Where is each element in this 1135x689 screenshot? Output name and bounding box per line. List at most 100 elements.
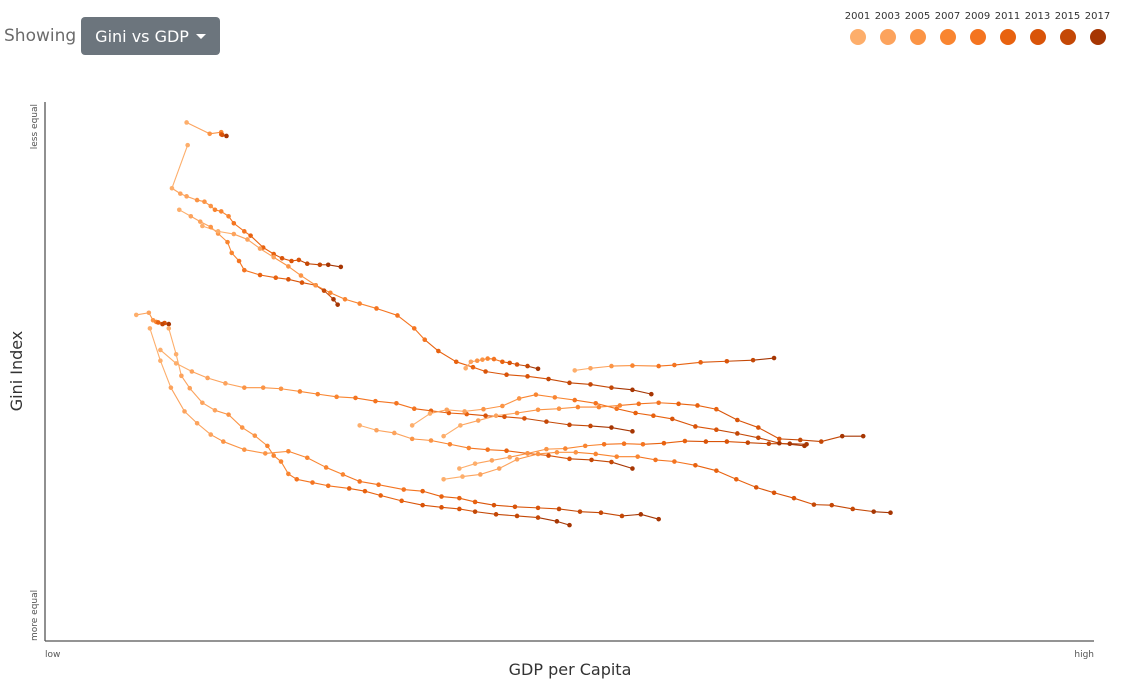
data-point[interactable] bbox=[554, 450, 560, 455]
data-point[interactable] bbox=[619, 513, 625, 519]
data-point[interactable] bbox=[567, 522, 572, 528]
data-point[interactable] bbox=[653, 457, 658, 463]
data-point[interactable] bbox=[544, 419, 549, 424]
data-point[interactable] bbox=[184, 194, 189, 199]
data-point[interactable] bbox=[420, 502, 425, 508]
data-point[interactable] bbox=[850, 506, 856, 512]
data-point[interactable] bbox=[777, 436, 782, 442]
data-point[interactable] bbox=[205, 375, 210, 381]
data-point[interactable] bbox=[554, 519, 560, 524]
data-point[interactable] bbox=[328, 290, 333, 296]
data-point[interactable] bbox=[502, 414, 507, 420]
data-point[interactable] bbox=[745, 440, 751, 445]
data-point[interactable] bbox=[514, 410, 520, 416]
data-point[interactable] bbox=[197, 219, 203, 224]
data-point[interactable] bbox=[714, 468, 719, 473]
data-point[interactable] bbox=[173, 351, 179, 357]
data-point[interactable] bbox=[614, 406, 620, 411]
data-point[interactable] bbox=[289, 258, 294, 264]
data-point[interactable] bbox=[271, 453, 276, 458]
data-point[interactable] bbox=[771, 490, 777, 496]
data-point[interactable] bbox=[630, 429, 635, 434]
data-point[interactable] bbox=[804, 441, 809, 447]
data-point[interactable] bbox=[489, 458, 495, 463]
data-point[interactable] bbox=[194, 197, 200, 203]
data-point[interactable] bbox=[331, 296, 336, 302]
data-point[interactable] bbox=[672, 362, 677, 368]
data-point[interactable] bbox=[575, 404, 581, 410]
data-point[interactable] bbox=[462, 409, 467, 414]
data-point[interactable] bbox=[507, 454, 513, 460]
data-point[interactable] bbox=[194, 420, 200, 426]
data-point[interactable] bbox=[714, 406, 719, 412]
data-point[interactable] bbox=[588, 382, 593, 387]
data-point[interactable] bbox=[321, 288, 327, 293]
data-point[interactable] bbox=[535, 451, 541, 457]
data-point[interactable] bbox=[374, 427, 379, 433]
data-point[interactable] bbox=[207, 131, 212, 137]
data-point[interactable] bbox=[630, 363, 635, 368]
data-point[interactable] bbox=[635, 454, 640, 459]
data-point[interactable] bbox=[507, 360, 513, 366]
data-point[interactable] bbox=[166, 321, 172, 327]
data-point[interactable] bbox=[472, 509, 478, 514]
data-point[interactable] bbox=[202, 199, 207, 205]
data-point[interactable] bbox=[271, 254, 276, 260]
data-point[interactable] bbox=[357, 423, 363, 428]
data-point[interactable] bbox=[298, 273, 304, 278]
data-point[interactable] bbox=[735, 417, 740, 423]
data-point[interactable] bbox=[544, 446, 549, 452]
data-point[interactable] bbox=[444, 407, 450, 413]
data-point[interactable] bbox=[317, 262, 323, 268]
data-point[interactable] bbox=[411, 326, 417, 331]
data-point[interactable] bbox=[756, 435, 761, 441]
data-point[interactable] bbox=[378, 493, 383, 498]
data-point[interactable] bbox=[714, 427, 719, 433]
data-point[interactable] bbox=[212, 408, 218, 413]
data-point[interactable] bbox=[189, 369, 195, 374]
data-point[interactable] bbox=[133, 312, 139, 318]
data-point[interactable] bbox=[839, 433, 845, 439]
data-point[interactable] bbox=[441, 433, 446, 439]
data-point[interactable] bbox=[500, 359, 505, 365]
data-point[interactable] bbox=[173, 361, 179, 366]
data-point[interactable] bbox=[556, 406, 562, 411]
data-point[interactable] bbox=[588, 423, 593, 429]
data-point[interactable] bbox=[589, 457, 594, 463]
data-point[interactable] bbox=[504, 448, 509, 454]
data-point[interactable] bbox=[286, 277, 291, 282]
data-point[interactable] bbox=[829, 502, 835, 508]
data-point[interactable] bbox=[753, 485, 759, 490]
data-point[interactable] bbox=[158, 347, 163, 353]
data-point[interactable] bbox=[633, 410, 638, 416]
data-point[interactable] bbox=[483, 369, 488, 374]
data-point[interactable] bbox=[516, 396, 522, 401]
data-point[interactable] bbox=[226, 412, 231, 417]
data-point[interactable] bbox=[724, 358, 730, 364]
data-point[interactable] bbox=[357, 479, 363, 484]
data-point[interactable] bbox=[176, 207, 182, 213]
data-point[interactable] bbox=[522, 416, 527, 421]
data-point[interactable] bbox=[860, 433, 866, 439]
data-point[interactable] bbox=[178, 191, 183, 196]
data-point[interactable] bbox=[239, 425, 245, 430]
data-point[interactable] bbox=[340, 472, 346, 477]
data-point[interactable] bbox=[470, 364, 476, 370]
data-point[interactable] bbox=[395, 313, 400, 318]
data-point[interactable] bbox=[468, 359, 474, 365]
data-point[interactable] bbox=[735, 431, 740, 436]
data-point[interactable] bbox=[458, 423, 463, 428]
data-point[interactable] bbox=[491, 356, 497, 362]
data-point[interactable] bbox=[588, 365, 593, 371]
data-point[interactable] bbox=[286, 264, 291, 269]
data-point[interactable] bbox=[265, 443, 270, 449]
data-point[interactable] bbox=[260, 385, 266, 390]
data-point[interactable] bbox=[514, 457, 520, 462]
data-point[interactable] bbox=[242, 385, 247, 390]
data-point[interactable] bbox=[182, 409, 187, 414]
data-point[interactable] bbox=[221, 439, 226, 444]
data-point[interactable] bbox=[453, 359, 459, 365]
data-point[interactable] bbox=[436, 348, 441, 354]
data-point[interactable] bbox=[693, 462, 698, 468]
data-point[interactable] bbox=[187, 385, 193, 391]
